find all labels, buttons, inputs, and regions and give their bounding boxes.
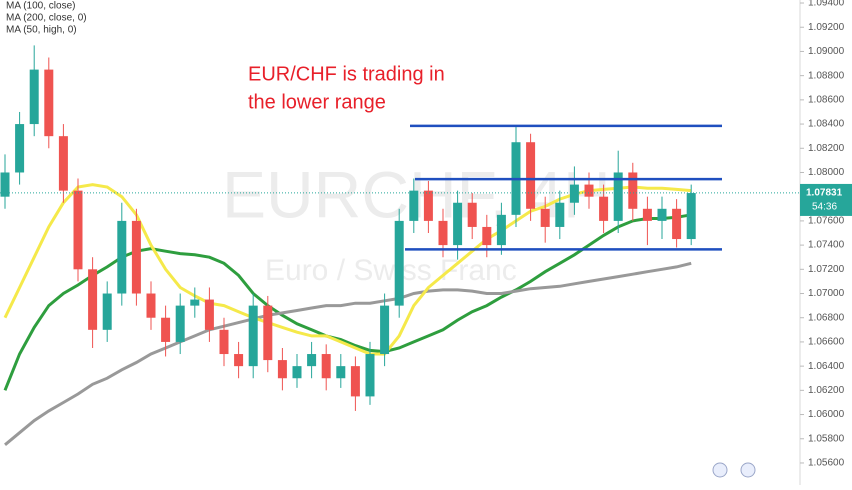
legend-entry: MA (200, close, 0) (6, 13, 87, 24)
y-tick-label: 1.09200 (808, 22, 845, 33)
candle-body (44, 69, 54, 137)
y-tick-label: 1.05800 (808, 433, 845, 444)
y-tick-label: 1.08600 (808, 94, 845, 105)
candle-body (438, 220, 448, 246)
candle-body (102, 293, 112, 330)
legend-entry: MA (50, high, 0) (6, 25, 77, 36)
candle-body (0, 172, 10, 197)
moving-average-line (4, 261, 692, 446)
candle-body (657, 208, 667, 221)
candle-body (263, 305, 273, 361)
candle-body (117, 220, 127, 294)
y-tick-label: 1.07200 (808, 264, 845, 275)
candle-body (73, 190, 83, 270)
candle-body (686, 193, 696, 240)
y-tick-label: 1.09400 (808, 0, 845, 9)
candle-body (29, 69, 39, 125)
candle-body (58, 136, 68, 191)
candle-body (628, 172, 638, 209)
candle-body (453, 202, 463, 246)
countdown: 54:36 (812, 202, 837, 213)
candle-body (131, 220, 141, 294)
y-tick-label: 1.06200 (808, 385, 845, 396)
candle-body (526, 142, 536, 209)
candle-body (248, 305, 258, 367)
y-tick-label: 1.08000 (808, 167, 845, 178)
candle-body (642, 208, 652, 221)
candle-body (599, 196, 609, 221)
y-tick-label: 1.05600 (808, 458, 845, 469)
candle-body (15, 124, 25, 173)
candle-body (219, 329, 229, 355)
y-tick-label: 1.08200 (808, 143, 845, 154)
candle-body (307, 354, 317, 367)
candle-body (482, 226, 492, 246)
y-tick-label: 1.09000 (808, 46, 845, 57)
candle-body (146, 293, 156, 318)
candle-body (161, 317, 171, 342)
legend-entry: MA (100, close) (6, 1, 75, 12)
candle-body (204, 299, 214, 330)
candle-body (321, 354, 331, 379)
candle-body (190, 299, 200, 306)
y-tick-label: 1.07000 (808, 288, 845, 299)
candle-body (88, 269, 98, 330)
last-price-label: 1.07831 (806, 188, 843, 199)
plot: 1.05600 1.05800 1.06000 1.06200 1.06400 1.066… (0, 0, 845, 469)
annotation: EUR/CHF is trading in (248, 63, 445, 85)
y-tick-label: 1.08400 (808, 119, 845, 130)
candle-body (336, 366, 346, 379)
candle-body (496, 214, 506, 246)
candle-body (540, 208, 550, 227)
event-icon[interactable] (740, 462, 756, 478)
y-tick-label: 1.06000 (808, 409, 845, 420)
candle-body (394, 220, 404, 306)
candle-body (277, 360, 287, 379)
y-tick-label: 1.06800 (808, 312, 845, 323)
candle-body (365, 354, 375, 397)
y-tick-label: 1.07400 (808, 240, 845, 251)
candle-body (672, 208, 682, 240)
candle-body (584, 184, 594, 197)
annotation: the lower range (248, 91, 386, 113)
y-tick-label: 1.08800 (808, 70, 845, 81)
candle-body (234, 354, 244, 367)
candle-body (555, 202, 565, 227)
event-icon[interactable] (712, 462, 728, 478)
candle-body (350, 366, 360, 397)
last-price-box (800, 183, 852, 216)
y-tick-label: 1.06400 (808, 361, 845, 372)
candle-body (380, 305, 390, 355)
candle-body (613, 172, 623, 221)
candle-body (409, 190, 419, 221)
y-tick-label: 1.07600 (808, 216, 845, 227)
candle-body (292, 366, 302, 379)
candle-body (467, 202, 477, 227)
name-watermark: Euro / Swiss Franc (265, 254, 517, 287)
candle-body (175, 305, 185, 342)
candle-body (569, 184, 579, 203)
y-tick-label: 1.06600 (808, 337, 845, 348)
candle-body (423, 190, 433, 221)
